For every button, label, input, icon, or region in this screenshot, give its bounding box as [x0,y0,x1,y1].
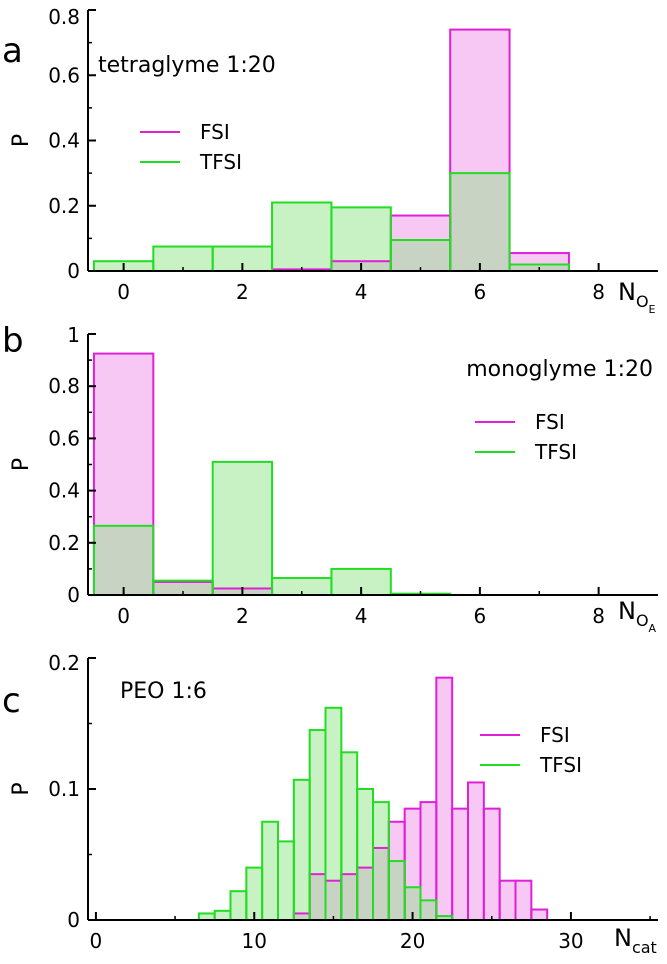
x-tick-label: 0 [90,929,103,953]
bar-fsi-fill [499,880,516,920]
bar-tfsi-fill [153,246,213,271]
bar-overlap-fill [373,847,389,920]
bar-tfsi-fill [262,821,278,920]
bar-overlap-fill [388,861,405,920]
bars-a [92,28,570,273]
y-tick-label: 0.4 [48,479,80,503]
x-tick-label: 4 [355,280,368,304]
panel-title: PEO 1:6 [120,679,207,704]
x-tick-label: 0 [117,604,130,628]
x-tick-label: 2 [236,604,249,628]
bar-tfsi-fill [309,730,326,920]
bar-fsi-fill [531,909,548,920]
bar-tfsi-fill [230,891,247,920]
legend-label-fsi: FSI [540,723,570,747]
x-axis-label-main: N [614,924,632,952]
bar-overlap-fill [309,874,326,920]
y-tick-label: 0.1 [48,777,80,801]
bar-tfsi-fill [214,910,231,920]
x-tick-label: 0 [117,280,130,304]
x-axis-label-sub: O [636,292,649,311]
bar-tfsi-fill [212,461,273,595]
y-axis-label: P [9,458,34,471]
x-axis-label-main: N [618,278,636,306]
y-tick-label: 0 [67,259,80,283]
bar-overlap-fill [325,880,342,920]
bar-fsi-fill [452,808,468,920]
x-tick-label: 8 [592,604,605,628]
bar-fsi-fill [468,782,484,920]
y-tick-label: 0.2 [48,194,80,218]
y-tick-label: 0.6 [48,426,80,450]
y-tick-label: 0.4 [48,129,80,153]
bar-tfsi-fill [198,913,215,920]
bar-overlap-fill [93,525,154,595]
bars-c [197,676,549,922]
y-tick-label: 0.2 [48,651,80,675]
bar-overlap-fill [341,874,358,920]
x-tick-label: 20 [400,929,425,953]
y-tick-label: 0.8 [48,374,80,398]
x-axis-label-main: N [618,597,636,625]
x-tick-label: 8 [592,280,605,304]
bars-b [92,352,452,597]
bar-overlap-fill [404,887,421,920]
legend-label-tfsi: TFSI [534,440,577,464]
bar-fsi-fill [436,677,453,920]
legend-label-fsi: FSI [535,410,565,434]
bar-overlap-fill [420,900,437,920]
y-tick-label: 0 [67,583,80,607]
x-axis-label: NOA [618,597,657,635]
x-axis-label: Ncat [614,924,657,957]
x-axis-label-subsub: E [649,303,656,316]
bar-tfsi-fill [293,779,310,920]
y-tick-label: 0.8 [48,5,80,29]
bar-fsi-fill [515,880,532,920]
bar-fsi-fill [483,808,500,920]
panel-letter: c [2,681,21,721]
x-axis-label-subsub: A [649,622,657,635]
bar-fsi-fill [420,802,437,920]
y-tick-label: 0 [67,908,80,932]
x-tick-label: 2 [236,280,249,304]
bar-tfsi-fill [278,841,294,920]
y-axis-label: P [9,134,34,147]
bar-overlap-fill [390,240,451,271]
legend-label-tfsi: TFSI [539,753,582,777]
bar-overlap-fill [357,867,373,920]
panel-c: 0 0.1 0.2 0 10 20 30 P Ncat c PEO 1:6 FSI TFSI [2,651,658,957]
x-tick-label: 30 [558,929,583,953]
panel-letter: a [2,31,23,71]
bar-overlap-fill [153,581,213,595]
y-tick-label: 0.6 [48,63,80,87]
bar-overlap-fill [436,916,453,920]
x-tick-label: 4 [355,604,368,628]
panel-title: tetraglyme 1:20 [98,53,276,78]
bar-overlap-fill [450,173,510,271]
x-axis-label: NOE [618,278,656,316]
bar-tfsi-fill [272,578,332,595]
y-axis-label: P [9,782,34,795]
bar-overlap-fill [293,913,310,920]
bar-tfsi-fill [325,707,342,920]
x-tick-label: 10 [242,929,267,953]
x-tick-label: 6 [474,280,487,304]
y-tick-label: 0.2 [48,531,80,555]
legend-label-tfsi: TFSI [199,150,242,174]
panel-title: monoglyme 1:20 [466,357,653,382]
bar-tfsi-fill [272,202,332,271]
x-axis-label-sub: O [636,611,649,630]
legend-label-fsi: FSI [200,120,230,144]
bar-tfsi-fill [246,867,263,920]
x-tick-label: 6 [474,604,487,628]
panel-letter: b [2,321,24,361]
x-axis-label-sub: cat [632,938,657,957]
y-tick-label: 1 [67,323,80,347]
